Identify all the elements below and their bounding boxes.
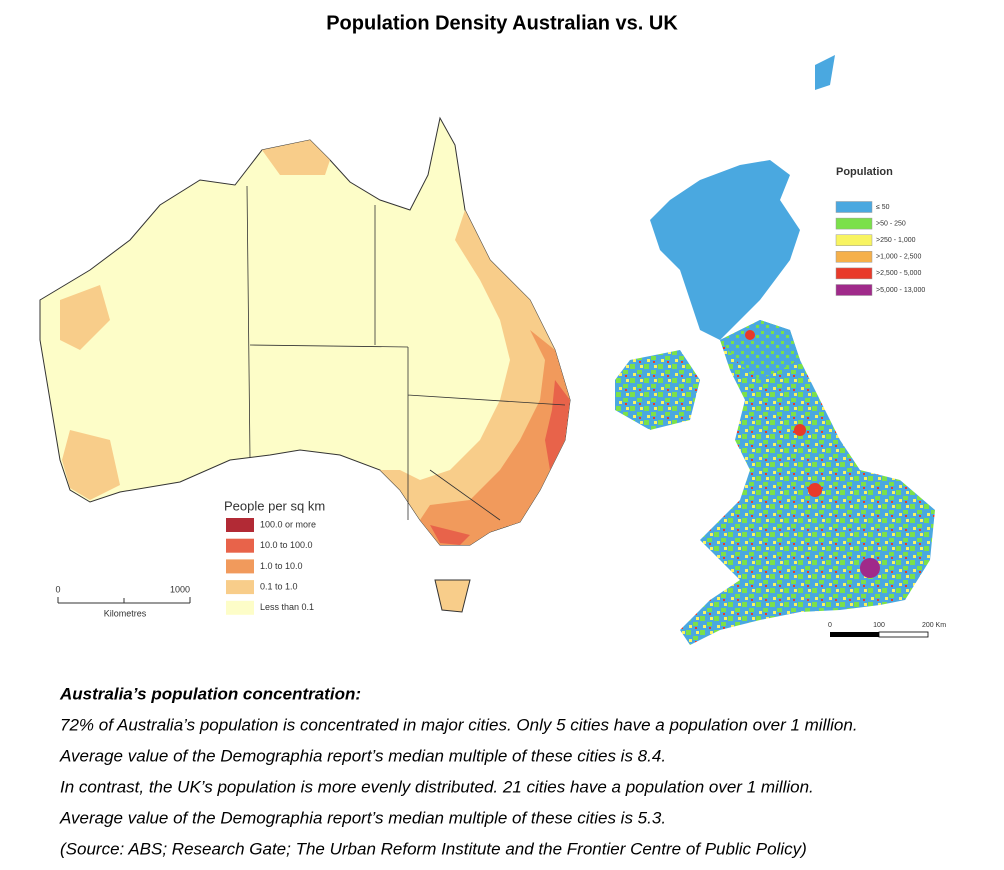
legend-label: >1,000 - 2,500 xyxy=(876,254,921,261)
legend-swatch xyxy=(835,234,873,246)
text-line: Average value of the Demographia report’… xyxy=(59,746,666,765)
australia-map: People per sq km 100.0 or more 10.0 to 10… xyxy=(39,116,571,618)
legend-swatch xyxy=(835,201,873,213)
legend-label: ≤ 50 xyxy=(876,204,890,211)
text-line: 72% of Australia’s population is concent… xyxy=(60,715,858,734)
legend-title: People per sq km xyxy=(224,498,325,513)
legend-label: 0.1 to 1.0 xyxy=(260,581,298,591)
legend-swatch xyxy=(835,267,873,280)
text-line: (Source: ABS; Research Gate; The Urban R… xyxy=(60,839,807,858)
scale-label: 100 xyxy=(873,622,885,629)
legend-title: Population xyxy=(836,166,893,178)
legend-label: >250 - 1,000 xyxy=(876,237,916,244)
legend-label: >2,500 - 5,000 xyxy=(876,270,921,277)
uk-map: Population ≤ 50 >50 - 250 >250 - 1,000 >1,0… xyxy=(615,55,946,645)
legend-swatch xyxy=(835,251,873,263)
scale-label: 1000 xyxy=(170,584,190,594)
legend-label: 100.0 or more xyxy=(260,519,316,529)
legend-swatch xyxy=(835,284,873,296)
scale-unit: Kilometres xyxy=(104,608,147,618)
legend-label: >50 - 250 xyxy=(876,220,906,227)
text-line: Average value of the Demographia report’… xyxy=(59,808,666,827)
text-heading: Australia’s population concentration: xyxy=(59,684,361,703)
legend-label: 1.0 to 10.0 xyxy=(260,561,303,571)
legend-label: >5,000 - 13,000 xyxy=(876,287,925,294)
legend-swatch xyxy=(226,580,254,595)
scale-label: 200 Km xyxy=(922,622,946,629)
title: Population Density Australian vs. UK xyxy=(326,12,678,34)
legend-swatch xyxy=(226,600,254,615)
legend-swatch xyxy=(226,518,254,532)
legend-swatch xyxy=(835,217,873,230)
text-line: In contrast, the UK’s population is more… xyxy=(60,777,814,796)
scale-label: 0 xyxy=(828,622,832,629)
legend-swatch xyxy=(226,538,254,553)
legend-label: Less than 0.1 xyxy=(260,602,314,612)
legend-label: 10.0 to 100.0 xyxy=(260,540,313,550)
legend-swatch xyxy=(226,559,254,574)
scale-label: 0 xyxy=(55,584,60,594)
